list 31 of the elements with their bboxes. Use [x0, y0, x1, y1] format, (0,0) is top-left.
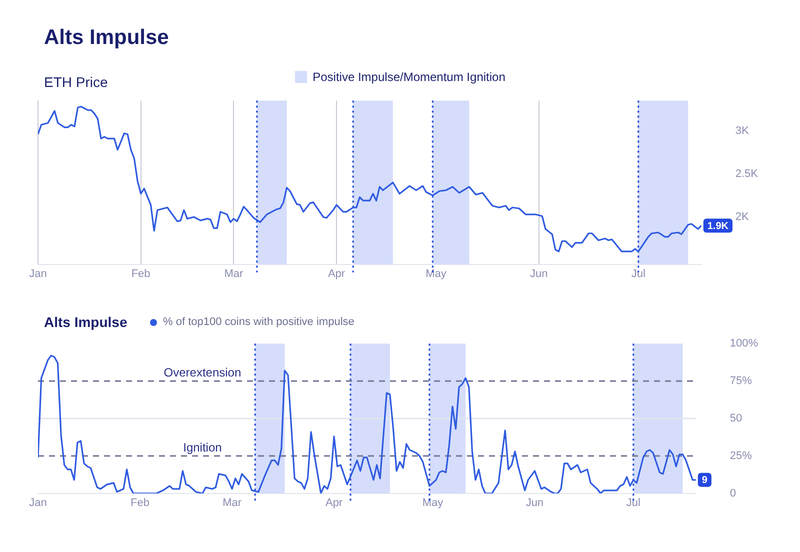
x-tick-label: Feb — [130, 497, 150, 510]
x-tick-label: Mar — [222, 497, 242, 510]
x-tick-label: Apr — [325, 497, 343, 510]
x-tick-label: Jan — [29, 497, 47, 510]
x-tick-label: Jul — [626, 497, 640, 510]
x-tick-label: Jun — [526, 497, 544, 510]
y-tick-label: 50 — [730, 412, 742, 425]
legend-label: Positive Impulse/Momentum Ignition — [312, 70, 506, 84]
x-tick-label: Mar — [224, 268, 244, 280]
y-tick-label: 25% — [730, 450, 752, 462]
x-tick-label: Jul — [631, 268, 646, 280]
x-tick-label: Apr — [328, 268, 346, 280]
chart-title: Alts Impulse — [44, 314, 128, 330]
x-tick-label: May — [426, 268, 447, 280]
x-tick-label: Jan — [29, 268, 47, 280]
x-tick-label: May — [422, 497, 444, 510]
annotation: 9 — [702, 475, 708, 486]
x-tick-label: Jun — [530, 268, 548, 280]
ref-line-label: Overextension — [164, 365, 242, 380]
annotation: 1.9K — [707, 220, 730, 232]
y-tick-label: 75% — [730, 375, 752, 388]
chart-subtitle: ETH Price — [44, 74, 108, 90]
y-tick-label: 100% — [730, 338, 758, 350]
y-tick-label: 2.5K — [735, 168, 759, 180]
x-tick-label: Feb — [131, 268, 150, 280]
y-tick-label: 2K — [735, 211, 750, 224]
y-tick-label: 0 — [730, 487, 736, 500]
y-tick-label: 3K — [735, 124, 750, 137]
legend-label: % of top100 coins with positive impulse — [163, 316, 354, 328]
chart-title: Alts Impulse — [44, 26, 169, 50]
ref-line-label: Ignition — [183, 440, 222, 454]
